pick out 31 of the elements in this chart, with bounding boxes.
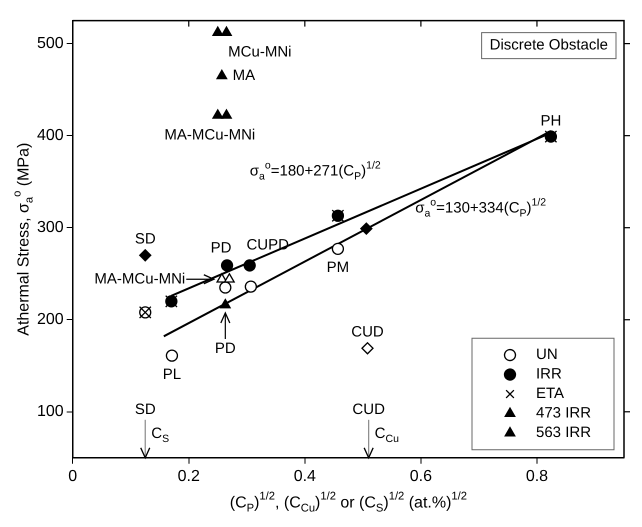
annotation: PD bbox=[210, 240, 232, 257]
y-tick-label: 400 bbox=[36, 127, 64, 144]
annotation: CUD bbox=[352, 400, 386, 418]
annotation: MA-MCu-MNi bbox=[94, 270, 186, 288]
y-axis-title: Athermal Stress, σao (MPa) bbox=[12, 142, 36, 336]
annotation: CUD bbox=[351, 323, 384, 340]
x-tick-label: 0 bbox=[68, 468, 78, 485]
legend-label: ETA bbox=[536, 385, 564, 402]
annotation: SD bbox=[134, 400, 156, 418]
annotation: PH bbox=[540, 112, 562, 130]
annotation: MCu-MNi bbox=[228, 44, 292, 61]
legend-label: 473 IRR bbox=[536, 404, 592, 422]
legend-label: IRR bbox=[536, 366, 562, 383]
x-tick-label: 0.4 bbox=[294, 468, 316, 485]
legend-label: 563 IRR bbox=[536, 424, 592, 442]
annotation: SD bbox=[134, 230, 156, 248]
annotation: MA bbox=[232, 66, 256, 84]
y-tick-label: 200 bbox=[36, 311, 64, 328]
annotation: MA-MCu-MNi bbox=[164, 126, 256, 144]
annotation: Discrete Obstacle bbox=[490, 36, 608, 54]
annotation: PL bbox=[162, 366, 182, 383]
x-tick-label: 0.2 bbox=[178, 468, 200, 485]
y-tick-label: 300 bbox=[36, 219, 64, 236]
x-tick-label: 0.8 bbox=[526, 468, 548, 485]
annotation: CUPD bbox=[246, 236, 290, 254]
legend-label: UN bbox=[536, 346, 558, 364]
annotation: PM bbox=[326, 259, 350, 276]
y-tick-label: 500 bbox=[36, 35, 64, 52]
y-tick-label: 100 bbox=[36, 403, 64, 420]
x-tick-label: 0.6 bbox=[410, 468, 432, 485]
annotation: PD bbox=[214, 340, 236, 358]
